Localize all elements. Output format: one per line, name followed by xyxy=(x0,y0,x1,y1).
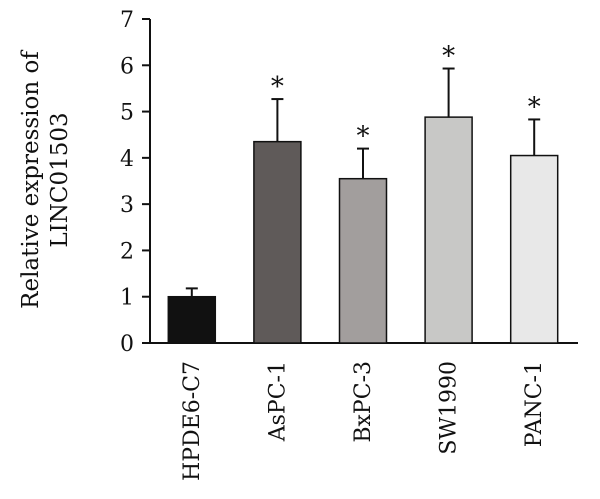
bar xyxy=(338,177,388,344)
x-tick-label: PANC-1 xyxy=(522,361,547,447)
bar xyxy=(424,116,473,344)
y-tick-label: 5 xyxy=(120,101,134,126)
significance-mark: * xyxy=(442,42,455,72)
x-tick-labels: HPDE6-C7 AsPC-1 BxPC-3 SW1990 PANC-1 xyxy=(180,361,547,481)
x-tick-label: AsPC-1 xyxy=(265,361,290,442)
bar xyxy=(167,295,217,344)
bar xyxy=(253,140,302,344)
y-axis-label-line-2: LINC01503 xyxy=(47,112,73,247)
x-tick-label: HPDE6-C7 xyxy=(180,361,205,481)
y-tick-label: 0 xyxy=(120,332,134,357)
y-axis-label-line-1: Relative expression of xyxy=(18,50,44,309)
y-tick-label: 3 xyxy=(120,193,134,218)
x-tick-label: SW1990 xyxy=(437,361,462,455)
significance-mark: * xyxy=(357,122,370,152)
x-tick-label: BxPC-3 xyxy=(351,361,376,443)
y-tick-label: 7 xyxy=(120,8,134,33)
bar xyxy=(509,154,559,344)
y-tick-label: 2 xyxy=(120,239,134,264)
y-tick-label: 4 xyxy=(120,147,134,172)
error-bars xyxy=(185,67,541,297)
significance-mark: * xyxy=(528,92,541,122)
y-ticks: 0 1 2 3 4 5 6 7 xyxy=(120,8,150,357)
y-axis-label: Relative expression of LINC01503 xyxy=(18,50,73,309)
y-tick-label: 1 xyxy=(120,286,134,311)
y-tick-label: 6 xyxy=(120,54,134,79)
significance-marks: * * * * xyxy=(271,42,541,152)
significance-mark: * xyxy=(271,72,284,102)
bars xyxy=(167,116,559,344)
